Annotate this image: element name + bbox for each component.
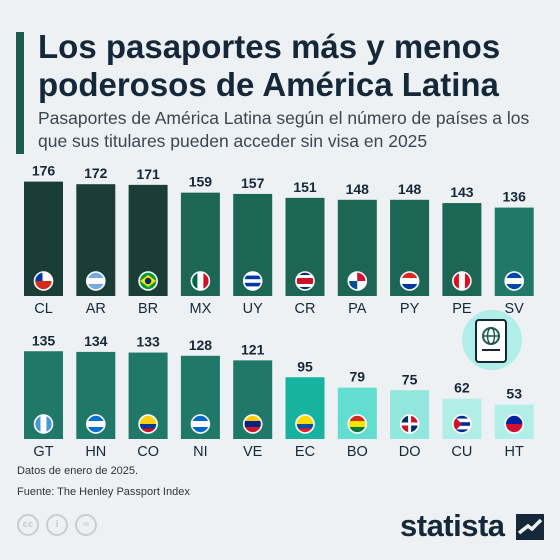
flag-br-icon [138, 271, 158, 291]
flag-mx-icon [190, 271, 211, 291]
chart-title: Los pasaportes más y menos poderosos de … [38, 28, 501, 103]
nd-icon[interactable]: = [75, 514, 97, 536]
by-icon[interactable]: i [46, 514, 68, 536]
flag-bo-icon [347, 414, 368, 434]
category-label-bo: BO [347, 444, 368, 460]
passport-icon [462, 310, 522, 370]
category-label-ve: VE [243, 444, 263, 460]
license-icons: cc i = [17, 514, 97, 536]
statista-logo[interactable]: statista [400, 508, 505, 543]
value-label-co: 133 [136, 334, 160, 350]
value-label-ht: 53 [506, 386, 522, 402]
flag-cr-icon [295, 271, 315, 291]
value-label-uy: 157 [241, 175, 265, 191]
flag-uy-icon [242, 271, 263, 291]
value-label-ve: 121 [241, 341, 265, 357]
category-label-co: CO [137, 444, 159, 460]
category-label-cu: CU [451, 444, 472, 460]
value-label-ar: 172 [84, 165, 108, 181]
flag-sv-icon [504, 271, 525, 291]
title-accent-bar [16, 32, 24, 154]
value-label-ni: 128 [189, 337, 213, 353]
value-label-mx: 159 [189, 174, 213, 190]
category-label-cr: CR [295, 301, 316, 317]
flag-cl-icon [33, 271, 54, 291]
category-label-ni: NI [193, 444, 208, 460]
category-label-br: BR [138, 301, 158, 317]
value-label-cr: 151 [293, 179, 317, 195]
value-label-ec: 95 [297, 358, 313, 374]
flag-ht-icon [504, 414, 525, 434]
value-label-do: 75 [402, 371, 418, 387]
value-label-sv: 136 [503, 189, 527, 205]
flag-ec-icon [295, 414, 315, 434]
value-label-cl: 176 [32, 163, 56, 179]
data-note: Datos de enero de 2025. [17, 465, 139, 477]
value-label-gt: 135 [32, 332, 56, 348]
flag-do-icon [399, 414, 420, 434]
flag-ni-icon [190, 414, 211, 434]
cc-icon[interactable]: cc [17, 514, 39, 536]
flag-gt-icon [33, 414, 54, 434]
source-note: Fuente: The Henley Passport Index [17, 486, 190, 498]
category-label-hn: HN [85, 444, 106, 460]
category-label-pe: PE [452, 301, 472, 317]
flag-co-icon [138, 414, 158, 434]
flag-py-icon [399, 271, 420, 291]
value-label-cu: 62 [454, 380, 470, 396]
flag-pe-icon [452, 271, 472, 291]
value-label-pa: 148 [346, 181, 370, 197]
flag-ve-icon [242, 414, 263, 434]
flag-hn-icon [86, 414, 106, 434]
value-label-pe: 143 [450, 184, 474, 200]
flag-cu-icon [452, 414, 472, 434]
category-label-py: PY [400, 301, 420, 317]
value-label-bo: 79 [350, 369, 366, 385]
value-label-hn: 134 [84, 333, 108, 349]
flag-pa-icon [347, 271, 368, 291]
category-label-uy: UY [243, 301, 263, 317]
category-label-sv: SV [505, 301, 525, 317]
category-label-ar: AR [86, 301, 106, 317]
category-label-cl: CL [34, 301, 53, 317]
chart-subtitle: Pasaportes de América Latina según el nú… [38, 108, 530, 151]
statista-logo-mark [516, 514, 544, 540]
category-label-gt: GT [33, 444, 53, 460]
category-label-mx: MX [190, 301, 212, 317]
value-label-py: 148 [398, 181, 422, 197]
value-label-br: 171 [136, 166, 160, 182]
flag-ar-icon [86, 271, 106, 291]
bar-chart: 176 CL 172 AR 171 BR 159 MX 157 UY 151 CR 148 PA 148 PY… [24, 163, 534, 460]
category-label-do: DO [399, 444, 421, 460]
category-label-pa: PA [348, 301, 367, 317]
category-label-ht: HT [505, 444, 524, 460]
category-label-ec: EC [295, 444, 315, 460]
